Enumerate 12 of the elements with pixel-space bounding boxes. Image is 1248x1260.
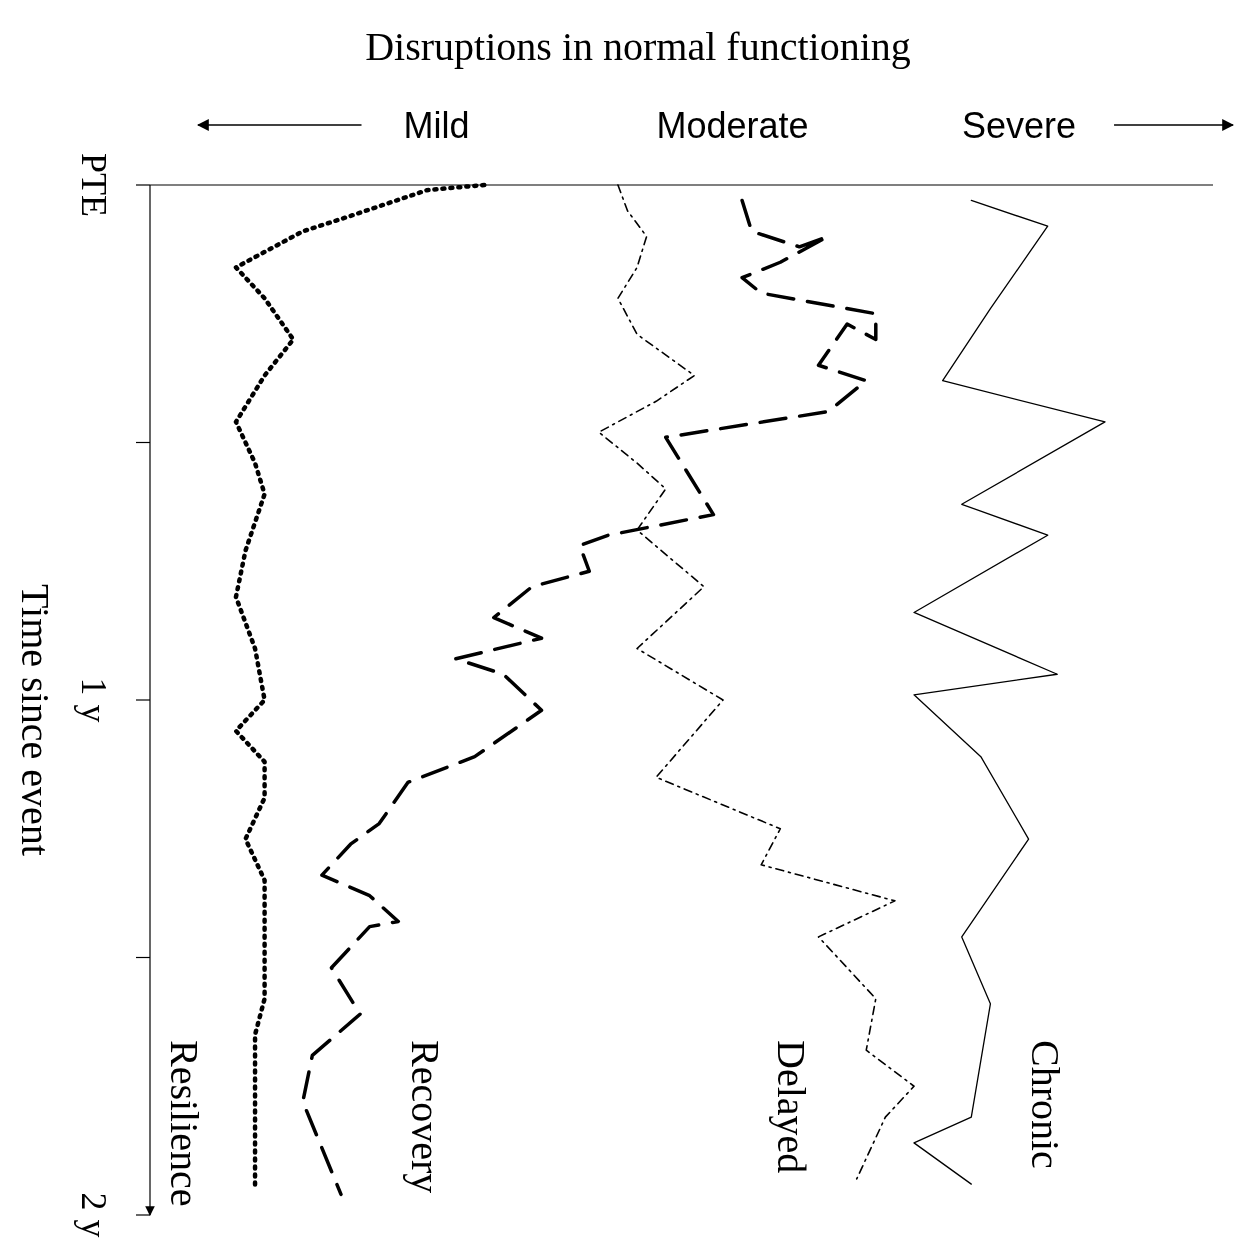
text: Moderate: [656, 105, 809, 146]
y-tick-label: 2 y: [74, 1192, 114, 1238]
text: Mild: [403, 105, 470, 146]
y-tick-label: PTE: [74, 152, 114, 218]
text: Delayed: [768, 1040, 814, 1174]
text: Chronic: [1023, 1040, 1069, 1169]
text: Resilience: [162, 1040, 208, 1207]
text: Recovery: [403, 1040, 448, 1194]
y-tick-label: 1 y: [74, 677, 114, 723]
chart-title: Disruptions in normal functioning: [365, 24, 911, 69]
text: Severe: [962, 105, 1077, 146]
y-axis-title: Time since event: [13, 584, 58, 856]
